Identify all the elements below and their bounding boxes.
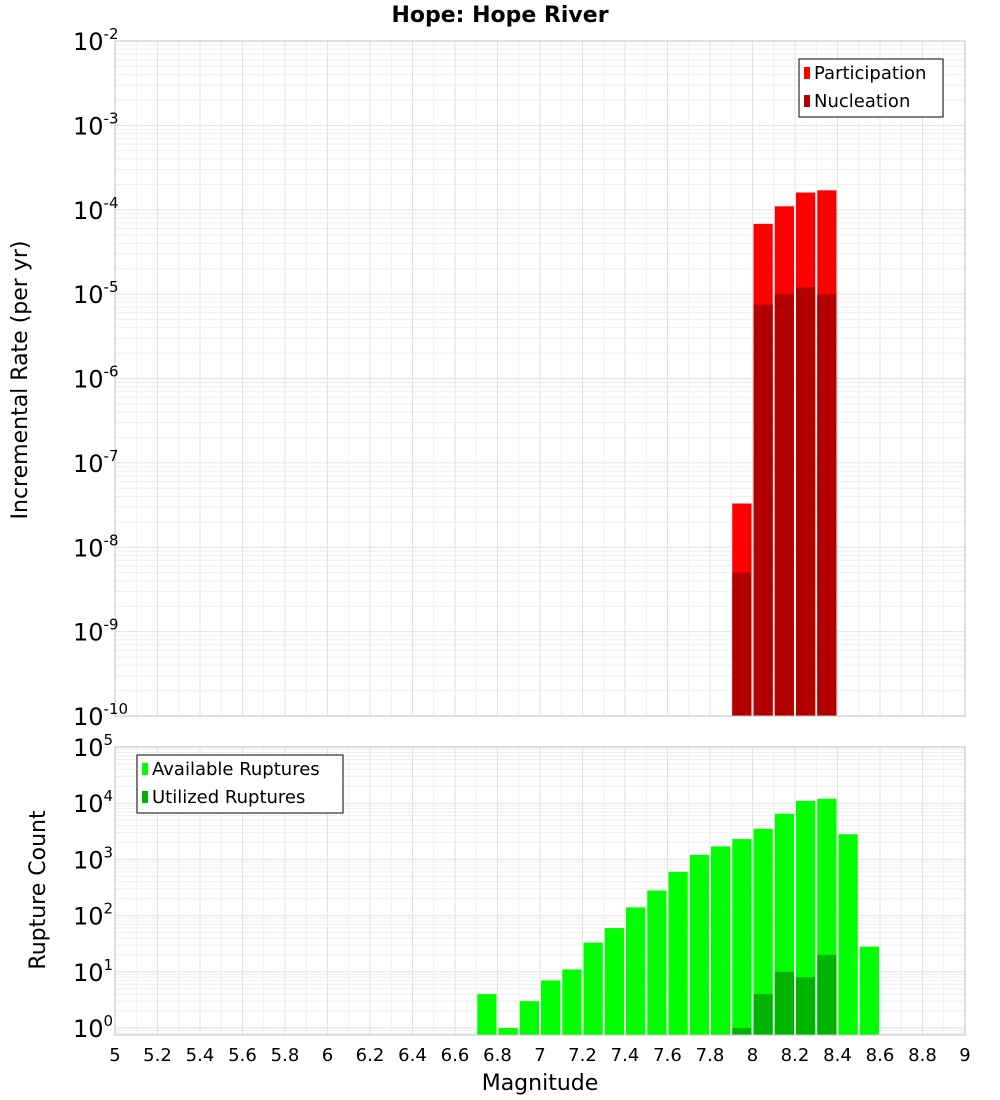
top-y-tick-label: 10-5 [73, 278, 119, 309]
top-legend: Participation Nucleation [798, 58, 944, 118]
bottom-legend-box [136, 754, 344, 814]
bottom-bar-available-ruptures [796, 800, 816, 1035]
top-y-tick-label: 10-3 [73, 109, 119, 140]
top-y-tick-label: 10-7 [73, 447, 119, 478]
bottom-bar-available-ruptures [859, 946, 879, 1035]
top-bar-nucleation [774, 294, 794, 716]
x-tick-label: 9 [959, 1045, 970, 1066]
x-tick-label: 8.8 [908, 1045, 937, 1066]
top-y-tick-label: 10-6 [73, 363, 119, 394]
bottom-legend: Available Ruptures Utilized Ruptures [136, 754, 344, 814]
bottom-bar-available-ruptures [541, 980, 561, 1035]
bottom-bar-utilized-ruptures [796, 977, 816, 1035]
top-y-tick-label: 10-4 [73, 194, 119, 225]
bottom-bar-available-ruptures [626, 907, 646, 1035]
bottom-plot-area: 100 101 102 103 104 105 Available Ruptures Util… [73, 731, 966, 1043]
x-tick-label: 5.4 [186, 1045, 215, 1066]
bottom-bar-available-ruptures [711, 846, 731, 1035]
top-y-tick-label: 10-10 [73, 700, 128, 731]
bottom-bars [477, 798, 879, 1035]
x-tick-label: 5.8 [271, 1045, 300, 1066]
bottom-bar-available-ruptures [498, 1027, 518, 1035]
bottom-bar-utilized-ruptures [732, 1027, 752, 1035]
x-tick-label: 8.6 [866, 1045, 895, 1066]
bottom-bar-available-ruptures [519, 1001, 539, 1035]
x-tick-label: 5.6 [228, 1045, 257, 1066]
x-tick-label: 6.6 [441, 1045, 470, 1066]
bottom-bar-available-ruptures [732, 839, 752, 1035]
top-y-tick-label: 10-8 [73, 531, 119, 562]
x-tick-label: 6.4 [398, 1045, 427, 1066]
x-tick-label: 7 [534, 1045, 545, 1066]
top-legend-label: Participation [814, 63, 926, 84]
x-axis-label: Magnitude [482, 1071, 599, 1096]
bottom-bar-available-ruptures [689, 854, 709, 1035]
x-tick-label: 5.2 [143, 1045, 172, 1066]
x-tick-labels: 5 5.2 5.4 5.6 5.8 6 6.2 6.4 6.6 6.8 7 7.2 7.4 7.6 7.8 8… [109, 1045, 970, 1066]
bottom-bar-available-ruptures [583, 942, 603, 1035]
bottom-y-tick-label: 100 [73, 1012, 113, 1043]
x-tick-label: 5 [109, 1045, 120, 1066]
bottom-bar-utilized-ruptures [753, 994, 773, 1035]
bottom-bar-available-ruptures [647, 890, 667, 1035]
x-tick-label: 7.2 [568, 1045, 597, 1066]
bottom-bar-utilized-ruptures [774, 971, 794, 1035]
top-bar-nucleation [732, 572, 752, 716]
top-plot-frame [114, 40, 966, 717]
bottom-y-tick-label: 105 [73, 731, 113, 762]
top-plot-area: 10-10 10-9 10-8 10-7 10-6 10-5 10-4 10-3 10-2 Par… [73, 25, 966, 731]
top-y-axis-label: Incremental Rate (per yr) [8, 241, 33, 520]
bottom-legend-swatch [142, 763, 148, 775]
bottom-y-tick-label: 101 [73, 956, 113, 987]
x-tick-label: 8.2 [781, 1045, 810, 1066]
top-bar-nucleation [753, 304, 773, 716]
bottom-plot-frame [114, 746, 966, 1036]
bottom-y-tick-labels: 100 101 102 103 104 105 [73, 731, 113, 1043]
top-bar-nucleation [796, 287, 816, 716]
top-gridlines [114, 40, 966, 717]
x-tick-label: 7.8 [696, 1045, 725, 1066]
top-y-tick-label: 10-2 [73, 25, 119, 56]
x-tick-label: 7.6 [653, 1045, 682, 1066]
top-legend-box [798, 58, 944, 118]
bottom-y-tick-label: 104 [73, 787, 113, 818]
x-tick-label: 6 [322, 1045, 333, 1066]
bottom-legend-label: Utilized Ruptures [152, 787, 305, 808]
top-legend-label: Nucleation [814, 91, 910, 112]
chart-title: Hope: Hope River [391, 3, 608, 28]
bottom-bar-available-ruptures [668, 871, 688, 1035]
bottom-bar-available-ruptures [604, 928, 624, 1035]
bottom-bar-utilized-ruptures [817, 954, 837, 1035]
x-tick-label: 8.4 [823, 1045, 852, 1066]
bottom-bar-available-ruptures [838, 834, 858, 1035]
bottom-bar-available-ruptures [477, 994, 497, 1035]
top-bars [732, 190, 837, 717]
bottom-bar-available-ruptures [562, 969, 582, 1035]
bottom-y-tick-label: 103 [73, 843, 113, 874]
top-bar-nucleation [817, 294, 837, 716]
top-legend-swatch [804, 95, 810, 107]
top-y-tick-label: 10-9 [73, 616, 119, 647]
bottom-legend-label: Available Ruptures [152, 759, 320, 780]
x-tick-label: 8 [747, 1045, 758, 1066]
bottom-y-tick-label: 102 [73, 900, 113, 931]
bottom-bar-available-ruptures [753, 828, 773, 1035]
top-legend-swatch [804, 67, 810, 79]
x-tick-label: 6.8 [483, 1045, 512, 1066]
bottom-legend-swatch [142, 791, 148, 803]
x-tick-label: 7.4 [611, 1045, 640, 1066]
x-tick-label: 6.2 [356, 1045, 385, 1066]
top-y-tick-labels: 10-10 10-9 10-8 10-7 10-6 10-5 10-4 10-3 10-2 [73, 25, 128, 731]
bottom-y-axis-label: Rupture Count [26, 810, 51, 970]
